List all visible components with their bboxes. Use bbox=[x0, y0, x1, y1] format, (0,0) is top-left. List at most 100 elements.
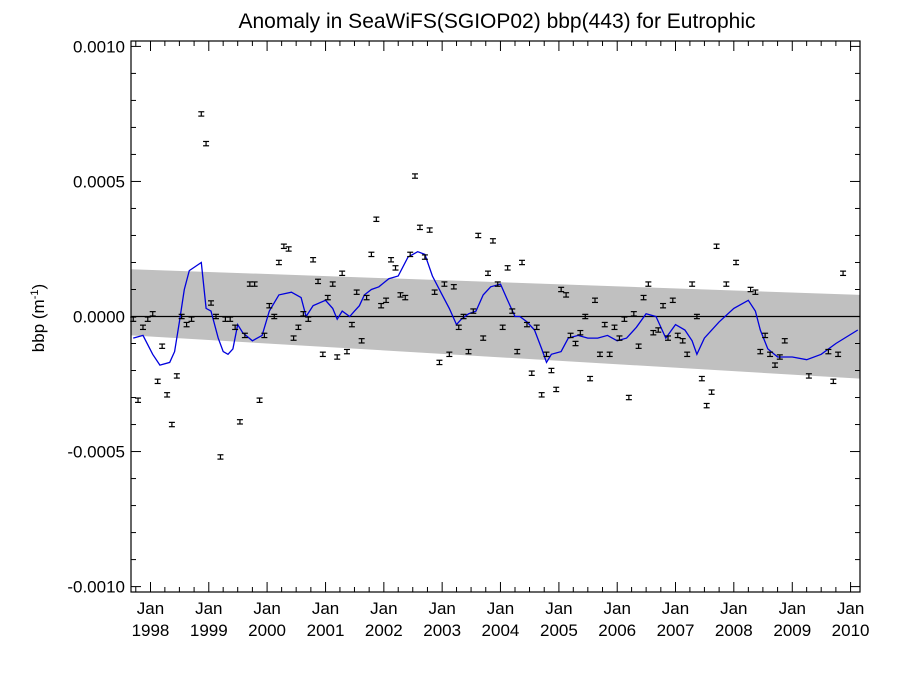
x-tick-month-label: Jan bbox=[428, 599, 455, 618]
anomaly-point bbox=[523, 321, 530, 328]
anomaly-point bbox=[723, 281, 730, 287]
x-tick-year-label: 1999 bbox=[190, 621, 228, 640]
anomaly-point bbox=[275, 259, 282, 266]
anomaly-point bbox=[295, 324, 302, 331]
anomaly-point bbox=[198, 111, 205, 117]
x-tick-month-label: Jan bbox=[370, 599, 397, 618]
anomaly-point bbox=[426, 227, 433, 233]
anomaly-point bbox=[310, 257, 317, 263]
anomaly-point bbox=[251, 281, 258, 287]
anomaly-point bbox=[232, 324, 239, 331]
anomaly-point bbox=[499, 324, 506, 331]
anomaly-point bbox=[538, 392, 545, 398]
anomaly-point bbox=[830, 378, 837, 385]
anomaly-point bbox=[315, 278, 322, 285]
anomaly-point bbox=[241, 332, 248, 339]
anomaly-point bbox=[494, 281, 501, 287]
anomaly-point bbox=[188, 316, 195, 322]
anomaly-point bbox=[460, 313, 467, 320]
anomaly-point bbox=[373, 216, 380, 223]
anomaly-point bbox=[397, 292, 404, 298]
anomaly-point bbox=[353, 289, 360, 295]
x-tick-year-label: 2000 bbox=[248, 621, 286, 640]
anomaly-point bbox=[324, 294, 331, 301]
anomaly-point bbox=[533, 324, 540, 331]
x-tick-month-label: Jan bbox=[779, 599, 806, 618]
anomaly-point bbox=[616, 335, 623, 341]
anomaly-point bbox=[475, 232, 482, 239]
anomaly-point bbox=[183, 321, 190, 328]
x-tick-year-label: 1998 bbox=[132, 621, 170, 640]
y-tick-label: 0.0010 bbox=[73, 37, 125, 56]
anomaly-point bbox=[567, 332, 574, 339]
anomaly-point bbox=[577, 329, 584, 336]
x-tick-year-label: 2010 bbox=[832, 621, 870, 640]
anomaly-point bbox=[840, 270, 847, 277]
anomaly-point bbox=[504, 265, 511, 271]
anomaly-point bbox=[358, 338, 365, 344]
anomaly-point bbox=[378, 302, 385, 309]
anomaly-point bbox=[674, 332, 681, 339]
anomaly-point bbox=[772, 362, 779, 368]
anomaly-point bbox=[280, 243, 287, 250]
x-tick-year-label: 2007 bbox=[657, 621, 695, 640]
anomaly-point bbox=[679, 338, 686, 344]
anomaly-point bbox=[606, 351, 613, 358]
y-tick-label: -0.0005 bbox=[67, 443, 125, 462]
anomaly-point bbox=[752, 289, 759, 295]
anomaly-point bbox=[431, 289, 438, 295]
anomaly-point bbox=[300, 311, 307, 317]
anomaly-point bbox=[713, 243, 720, 250]
anomaly-point bbox=[835, 351, 842, 358]
anomaly-point bbox=[450, 284, 457, 290]
anomaly-point bbox=[596, 351, 603, 358]
anomaly-point bbox=[164, 392, 171, 398]
anomaly-point bbox=[592, 297, 599, 304]
anomaly-point bbox=[256, 397, 263, 403]
anomaly-point bbox=[650, 329, 657, 336]
x-tick-month-label: Jan bbox=[312, 599, 339, 618]
x-tick-month-label: Jan bbox=[837, 599, 864, 618]
anomaly-point bbox=[514, 348, 521, 355]
anomaly-point bbox=[572, 340, 579, 347]
anomaly-point bbox=[339, 270, 346, 277]
anomaly-point bbox=[217, 454, 224, 460]
anomaly-point bbox=[635, 343, 642, 349]
anomaly-point bbox=[519, 259, 526, 266]
anomaly-point bbox=[411, 173, 418, 179]
anomaly-point bbox=[747, 286, 754, 293]
anomaly-point bbox=[665, 335, 672, 341]
anomaly-point bbox=[363, 294, 370, 301]
anomaly-point bbox=[655, 327, 662, 333]
anomaly-point bbox=[392, 265, 399, 271]
anomaly-point bbox=[767, 351, 774, 358]
anomaly-point bbox=[455, 324, 462, 331]
anomaly-point bbox=[407, 251, 414, 258]
smoothed-anomaly-line bbox=[133, 250, 859, 366]
anomaly-point bbox=[587, 375, 594, 382]
anomaly-point bbox=[203, 140, 210, 147]
anomaly-point bbox=[319, 351, 326, 358]
anomaly-point bbox=[611, 324, 618, 331]
anomaly-point bbox=[178, 313, 185, 320]
y-axis-label: bbp (m-1) bbox=[29, 284, 48, 352]
anomaly-point bbox=[480, 335, 487, 341]
y-tick-label: 0.0005 bbox=[73, 172, 125, 191]
x-tick-year-label: 2009 bbox=[773, 621, 811, 640]
anomaly-point bbox=[168, 421, 175, 428]
anomaly-point bbox=[135, 397, 142, 403]
x-tick-year-label: 2001 bbox=[307, 621, 345, 640]
anomaly-point bbox=[159, 343, 166, 349]
x-tick-month-label: Jan bbox=[720, 599, 747, 618]
anomaly-point bbox=[285, 246, 292, 252]
x-tick-month-label: Jan bbox=[487, 599, 514, 618]
x-tick-year-label: 2008 bbox=[715, 621, 753, 640]
anomaly-point bbox=[625, 394, 632, 401]
y-tick-label: -0.0010 bbox=[67, 578, 125, 597]
anomaly-point bbox=[563, 292, 570, 298]
anomaly-point bbox=[703, 402, 710, 409]
anomaly-point bbox=[208, 300, 215, 306]
anomaly-point bbox=[416, 224, 423, 231]
anomaly-point bbox=[684, 351, 691, 358]
anomaly-point bbox=[543, 351, 550, 358]
